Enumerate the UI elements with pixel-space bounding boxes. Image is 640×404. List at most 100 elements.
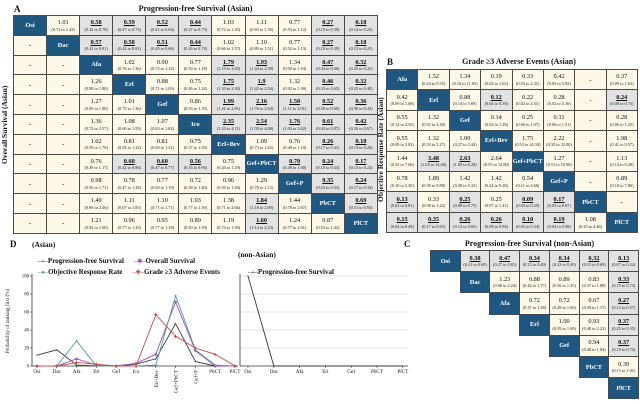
table-row: 0.55 (0.09 to 2.82) 1.32 (0.53 to 3.27) 1.00… (385, 130, 639, 152)
estimate-cell: 0.76 (0.48 to 1.19) (277, 133, 312, 155)
x-tick-label: Ico (133, 369, 140, 375)
estimate-cell: 0.13 (0.07 to 0.22) (608, 249, 639, 273)
no-data-cell: - (12, 94, 48, 115)
estimate-cell: 0.89 (0.10 to 7.86) (605, 170, 639, 193)
treatment-diagonal-cell: PbCT (578, 355, 610, 379)
data-point: + (155, 356, 158, 361)
estimate-cell: 0.67 (0.39 to 1.17) (578, 292, 610, 315)
estimate-cell: 0.18 (0.13 to 0.26) (343, 133, 379, 155)
treatment-diagonal-cell: Gef (548, 334, 580, 357)
estimate-cell: 0.44 (0.27 to 0.73) (178, 15, 213, 36)
estimate-cell: 0.33 (0.08 to 1.42) (417, 191, 450, 213)
estimate-cell: 0.75 (0.43 to 1.29) (211, 153, 246, 175)
estimate-cell: 1.26 (0.88 to 1.80) (79, 74, 114, 96)
estimate-cell: 0.24 (0.18 to 0.33) (310, 153, 345, 175)
empty-cell (519, 335, 550, 357)
estimate-cell: 1.11 (0.67 to 1.85) (112, 193, 147, 214)
legend-label: Grade ≥3 Adverse Events (143, 268, 220, 276)
data-point: + (194, 359, 197, 364)
estimate-cell: 0.72 (0.38 to 1.40) (178, 173, 213, 195)
no-data-cell: - (574, 150, 607, 172)
data-point: ✚ (55, 364, 59, 369)
estimate-cell: 1.32 (0.53 to 3.27) (417, 130, 450, 152)
estimate-cell: 0.37 (0.19 to 0.72) (608, 334, 639, 357)
x-tick-label: PlCT (397, 369, 409, 375)
y-axis-title: Probability of ranking first (%) (4, 288, 11, 353)
estimate-cell: 0.72 (0.37 to 1.38) (519, 292, 550, 315)
estimate-cell: 1.79 (1.19 to 2.65) (211, 54, 246, 76)
empty-cell (489, 356, 520, 378)
estimate-cell: 0.60 (0.42 to 0.86) (112, 153, 147, 175)
estimate-cell: 0.19 (0.02 to 1.63) (480, 68, 513, 91)
estimate-cell: 0.32 (0.25 to 0.40) (343, 74, 379, 96)
panel-a-side-label: Overall Survival (Asian) (0, 85, 9, 165)
estimate-cell: 1.32 (0.55 to 3.40) (417, 109, 450, 132)
estimate-cell: 0.17 (0.13 to 0.22) (343, 153, 379, 175)
y-tick-label: 0 (27, 365, 30, 370)
empty-cell (549, 356, 580, 378)
data-point (154, 364, 157, 366)
table-row: - Dac 0.57 (0.41 to 0.81) 0.58 (0.42 to 0.81)… (12, 34, 379, 56)
data-point: + (376, 364, 379, 369)
data-point: ✱ (174, 300, 178, 305)
data-point: + (298, 364, 301, 369)
no-data-cell: - (46, 133, 81, 155)
panel-b-title: Grade ≥3 Adverse Events (Asian) (462, 57, 576, 66)
data-point: ✚ (174, 334, 178, 339)
y-tick-label: 40 (24, 329, 29, 334)
no-data-cell: - (12, 54, 48, 76)
data-point: ✱ (213, 364, 217, 369)
estimate-cell: 0.37 (0.25 to 0.55) (608, 313, 639, 336)
treatment-diagonal-cell: Osi (12, 15, 48, 36)
data-point: ✱ (134, 361, 138, 366)
table-row: Afa 1.52 (0.24 to 9.55) 1.34 (0.16 to 11.05)… (385, 68, 639, 91)
empty-cell (430, 271, 461, 293)
no-data-cell: - (574, 68, 607, 91)
estimate-cell: 0.27 (0.18 to 0.39) (310, 34, 345, 56)
estimate-cell: 0.96 (0.77 to 1.20) (112, 212, 147, 234)
estimate-cell: 2.54 (1.58 to 4.08) (244, 113, 279, 135)
data-point (194, 348, 197, 351)
empty-cell (460, 314, 490, 336)
estimate-cell: 1.21 (0.92 to 1.60) (79, 212, 114, 234)
table-row: 0.78 (0.10 to 5.30) 1.89 (0.39 to 9.88) 1.42… (385, 170, 639, 193)
estimate-cell: 0.13 (0.02 to 0.81) (385, 191, 419, 213)
no-data-cell: - (46, 193, 81, 214)
x-tick-label: Osi (244, 369, 252, 375)
empty-cell (489, 335, 520, 357)
data-point: + (174, 321, 177, 326)
x-tick-label: Dac (270, 369, 279, 375)
estimate-cell: 1.08 (0.25 to 4.46) (574, 211, 607, 234)
no-data-cell: - (46, 173, 81, 195)
data-point: ✚ (95, 362, 99, 367)
estimate-cell: 0.58 (0.42 to 0.78) (79, 15, 114, 36)
table-row: - -1.40 (0.80 to 2.46) 1.11 (0.67 to 1.85) 1.… (12, 193, 379, 214)
x-tick-label: Erl (93, 369, 100, 375)
y-tick-label: 80 (24, 293, 29, 298)
table-row: 0.42 (0.09 to 1.68) Erl 0.88 (0.14 to 5.69) 0… (385, 89, 639, 111)
no-data-cell: - (574, 89, 607, 111)
no-data-cell: - (12, 212, 48, 234)
empty-cell (519, 356, 550, 378)
legend-label: Objective Response Rate (48, 268, 123, 276)
empty-cell (460, 356, 490, 378)
estimate-cell: 0.88 (0.71 to 1.09) (145, 74, 180, 96)
data-point: ✚ (134, 364, 138, 369)
estimate-cell: 0.18 (0.14 to 0.24) (343, 15, 379, 36)
treatment-diagonal-cell: Afa (385, 68, 419, 91)
legend-label: Progression-free Survival (47, 257, 124, 265)
no-data-cell: - (574, 170, 607, 193)
table-row: Gef 0.94 (0.48 to 1.84) 0.37 (0.19 to 0.72) (430, 334, 639, 357)
asian-legend-row-2: ─●─Objective Response Rate ─✚─Grade ≥3 Ad… (38, 261, 230, 279)
x-tick-label: PbCT (209, 369, 222, 375)
estimate-cell: 0.81 (0.50 to 1.31) (145, 133, 180, 155)
estimate-cell: 0.86 (0.55 to 1.35) (178, 94, 213, 115)
estimate-cell: 0.18 (0.13 to 0.25) (343, 34, 379, 56)
ranking-chart-nonasian: Osi Dac Afa Erl Gef PbCT PlCT++ + + + + + (239, 274, 409, 375)
treatment-diagonal-cell: Dac (459, 271, 491, 294)
estimate-cell: 0.24 (0.17 to 0.34) (343, 173, 379, 195)
estimate-cell: 0.77 (0.52 to 1.13) (277, 34, 312, 56)
table-row: - -1.21 (0.92 to 1.60) 0.96 (0.77 to 1.20) 0.… (12, 212, 379, 234)
estimate-cell: 0.75 (0.37 to 1.55) (178, 133, 213, 155)
estimate-cell: 1.98 (0.41 to 9.57) (605, 130, 639, 152)
